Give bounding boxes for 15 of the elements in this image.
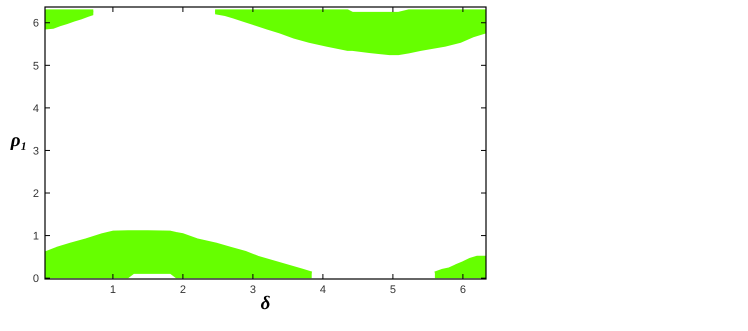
x-tick-label: 3 <box>250 284 256 296</box>
y-tick-label: 0 <box>32 273 39 286</box>
x-tick-label: 4 <box>320 284 326 296</box>
y-tick-label: 5 <box>32 60 39 72</box>
x-tick-label: 6 <box>460 284 466 296</box>
x-tick-label: 2 <box>180 284 186 296</box>
x-axis-title: δ <box>260 293 271 314</box>
x-tick-label: 5 <box>390 284 396 296</box>
y-tick-label: 6 <box>32 18 39 30</box>
y-axis-title: ρ₁ <box>10 130 28 151</box>
y-tick-label: 3 <box>32 145 39 158</box>
y-tick-label: 4 <box>32 102 39 115</box>
y-tick-label: 2 <box>32 188 39 200</box>
y-tick-label: 1 <box>32 230 39 243</box>
x-tick-label: 1 <box>110 284 116 296</box>
